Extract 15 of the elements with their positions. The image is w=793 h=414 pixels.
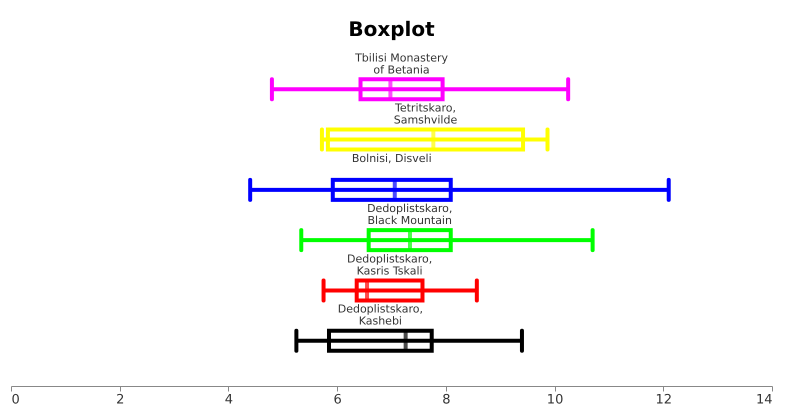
y-tick-label: Bolnisi, Disveli xyxy=(352,152,432,165)
y-tick-label: Dedoplistskaro, Kasris Tskali xyxy=(346,252,432,278)
y-tick-label: Dedoplistskaro, Black Mountain xyxy=(367,202,452,228)
y-tick-label: Tetritskaro, Samshvilde xyxy=(394,102,458,127)
x-tick-label: 14 xyxy=(756,392,772,408)
y-tick-label: Dedoplistskaro, Kashebi xyxy=(338,302,423,328)
chart-title: Boxplot xyxy=(348,17,436,41)
x-tick-label: 0 xyxy=(12,392,20,408)
x-tick-label: 12 xyxy=(656,392,672,408)
x-tick-label: 10 xyxy=(546,392,564,408)
x-tick-label: 4 xyxy=(224,392,234,408)
x-tick-label: 6 xyxy=(334,392,342,408)
x-tick-label: 2 xyxy=(116,392,124,408)
y-tick-label: Tbilisi Monastery of Betania xyxy=(354,51,449,76)
x-tick-label: 8 xyxy=(442,392,450,408)
